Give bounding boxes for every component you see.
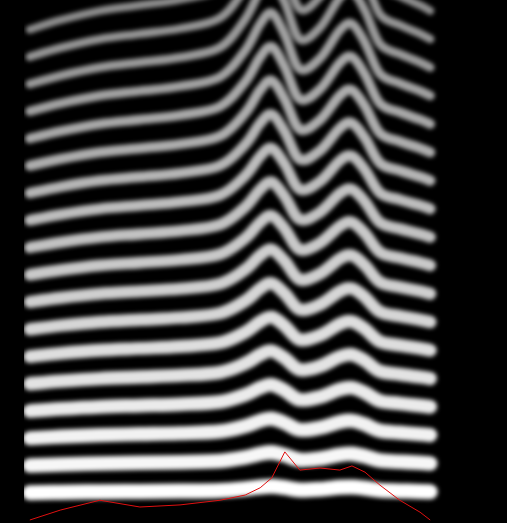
intensity-curve [30, 452, 430, 520]
harmonic-band [30, 0, 430, 57]
harmonic-band [30, 419, 430, 439]
spectrogram [0, 0, 507, 523]
harmonics [30, 0, 430, 493]
background [0, 0, 507, 523]
harmonic-band [30, 452, 430, 465]
harmonic-band [30, 0, 430, 30]
plot-area [30, 0, 430, 520]
root [0, 0, 507, 523]
harmonic-band [30, 486, 430, 493]
harmonic-band [30, 249, 430, 302]
harmonic-band [30, 385, 430, 411]
